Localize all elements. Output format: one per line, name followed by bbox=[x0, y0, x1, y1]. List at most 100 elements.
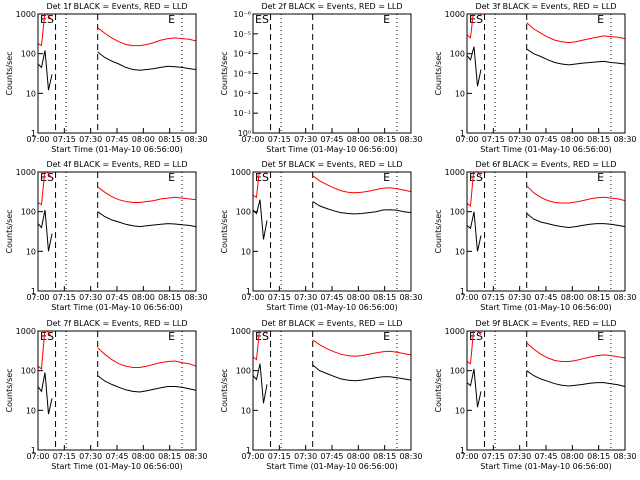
x-tick-label: 08:30 bbox=[399, 135, 422, 144]
y-tick-label: 100 bbox=[21, 208, 36, 217]
y-tick-label: 10 bbox=[26, 89, 36, 98]
x-tick-label: 07:15 bbox=[268, 135, 291, 144]
annotation: E bbox=[469, 171, 476, 184]
plot-frame bbox=[37, 171, 197, 292]
x-axis-label: Start Time (01-May-10 06:56:00) bbox=[51, 303, 182, 312]
series-line bbox=[467, 172, 625, 207]
x-tick-label: 08:15 bbox=[158, 293, 181, 302]
y-tick-label: 10 bbox=[241, 406, 251, 415]
y-tick-label: 10⁻¹ bbox=[233, 109, 251, 118]
x-tick-label: 07:00 bbox=[455, 135, 478, 144]
y-tick-label: 10 bbox=[26, 247, 36, 256]
panel: Det 6f BLACK = Events, RED = LLD Start Ti… bbox=[434, 160, 637, 312]
y-axis-label: Counts/sec bbox=[220, 51, 229, 95]
y-axis-label: Counts/sec bbox=[220, 368, 229, 412]
annotation: E bbox=[383, 171, 390, 184]
y-tick-label: 10 bbox=[455, 89, 465, 98]
panel: Det 4f BLACK = Events, RED = LLD Start Ti… bbox=[5, 160, 208, 312]
y-axis-label: Counts/sec bbox=[5, 51, 14, 95]
x-axis-label: Start Time (01-May-10 06:56:00) bbox=[266, 145, 397, 154]
y-tick-label: 1 bbox=[31, 129, 36, 138]
y-tick-label: 1 bbox=[246, 446, 251, 455]
y-tick-label: 100 bbox=[450, 367, 465, 376]
annotation: E bbox=[597, 330, 604, 343]
y-tick-label: 100 bbox=[236, 208, 251, 217]
annotation: E bbox=[40, 330, 47, 343]
annotation: S bbox=[476, 13, 483, 26]
y-tick-label: 100 bbox=[450, 208, 465, 217]
y-axis-label: Counts/sec bbox=[434, 209, 443, 253]
x-axis-label: Start Time (01-May-10 06:56:00) bbox=[480, 462, 611, 471]
x-axis-label: Start Time (01-May-10 06:56:00) bbox=[266, 462, 397, 471]
annotation: S bbox=[47, 330, 54, 343]
x-tick-label: 07:15 bbox=[53, 135, 76, 144]
y-axis-label: Counts/sec bbox=[434, 368, 443, 412]
y-tick-label: 10 bbox=[455, 247, 465, 256]
y-tick-label: 100 bbox=[21, 50, 36, 59]
panel-title: Det 6f BLACK = Events, RED = LLD bbox=[475, 160, 616, 169]
x-tick-label: 07:45 bbox=[534, 293, 557, 302]
series-line bbox=[467, 14, 625, 44]
x-tick-label: 08:30 bbox=[613, 293, 636, 302]
annotation: S bbox=[262, 171, 269, 184]
annotation: E bbox=[255, 13, 262, 26]
annotation: E bbox=[168, 330, 175, 343]
annotation: E bbox=[469, 330, 476, 343]
annotation: S bbox=[262, 13, 269, 26]
x-tick-label: 07:15 bbox=[482, 135, 505, 144]
plot-frame bbox=[37, 330, 197, 451]
annotation: S bbox=[476, 171, 483, 184]
plot-frame bbox=[466, 171, 626, 292]
x-tick-label: 08:15 bbox=[587, 293, 610, 302]
x-tick-label: 08:30 bbox=[184, 293, 207, 302]
y-axis-label: Counts/sec bbox=[5, 209, 14, 253]
x-tick-label: 07:15 bbox=[268, 452, 291, 461]
y-tick-label: 10⁻⁵ bbox=[233, 30, 251, 39]
x-tick-label: 07:30 bbox=[294, 452, 317, 461]
x-tick-label: 07:45 bbox=[534, 135, 557, 144]
y-tick-label: 10 bbox=[455, 406, 465, 415]
x-tick-label: 07:30 bbox=[79, 293, 102, 302]
x-axis-label: Start Time (01-May-10 06:56:00) bbox=[51, 145, 182, 154]
panel: Det 7f BLACK = Events, RED = LLD Start Ti… bbox=[5, 319, 208, 471]
series-line bbox=[38, 50, 196, 91]
series-line bbox=[467, 46, 625, 87]
x-tick-label: 07:00 bbox=[26, 452, 49, 461]
x-tick-label: 08:00 bbox=[561, 293, 584, 302]
x-axis-label: Start Time (01-May-10 06:56:00) bbox=[266, 303, 397, 312]
y-tick-label: 1000 bbox=[16, 10, 36, 19]
y-tick-label: 10 bbox=[26, 406, 36, 415]
x-tick-label: 08:15 bbox=[158, 135, 181, 144]
x-axis-label: Start Time (01-May-10 06:56:00) bbox=[480, 145, 611, 154]
panel-title: Det 8f BLACK = Events, RED = LLD bbox=[261, 319, 402, 328]
x-tick-label: 08:30 bbox=[399, 293, 422, 302]
x-tick-label: 08:00 bbox=[561, 452, 584, 461]
x-tick-label: 07:15 bbox=[482, 452, 505, 461]
x-tick-label: 07:45 bbox=[105, 135, 128, 144]
x-tick-label: 08:00 bbox=[132, 452, 155, 461]
x-tick-label: 08:30 bbox=[399, 452, 422, 461]
x-tick-label: 08:30 bbox=[184, 452, 207, 461]
y-tick-label: 1 bbox=[31, 287, 36, 296]
y-tick-label: 1000 bbox=[445, 10, 465, 19]
y-axis-label: Counts/sec bbox=[434, 51, 443, 95]
panel: Det 1f BLACK = Events, RED = LLD Start Ti… bbox=[5, 2, 208, 154]
series-line bbox=[38, 209, 196, 252]
annotation: S bbox=[47, 13, 54, 26]
x-tick-label: 08:30 bbox=[613, 135, 636, 144]
x-tick-label: 08:15 bbox=[373, 293, 396, 302]
series-line bbox=[38, 331, 196, 370]
series-line bbox=[38, 172, 196, 206]
x-tick-label: 07:00 bbox=[26, 135, 49, 144]
y-tick-label: 1000 bbox=[16, 168, 36, 177]
x-tick-label: 07:15 bbox=[482, 293, 505, 302]
plot-frame bbox=[466, 330, 626, 451]
series-line bbox=[253, 363, 411, 404]
annotation: E bbox=[597, 13, 604, 26]
x-tick-label: 07:45 bbox=[320, 135, 343, 144]
plot-frame bbox=[466, 13, 626, 134]
y-tick-label: 1 bbox=[246, 287, 251, 296]
x-tick-label: 07:45 bbox=[105, 293, 128, 302]
y-tick-label: 1000 bbox=[16, 327, 36, 336]
